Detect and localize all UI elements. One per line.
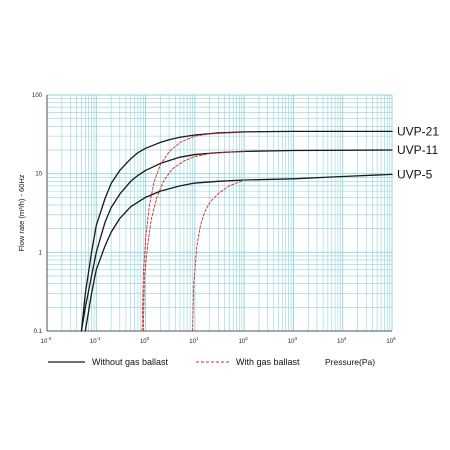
x-axis-title: Pressure(Pa) [325, 357, 375, 367]
x-tick-label: 105 [386, 336, 396, 345]
grid [46, 94, 393, 332]
series-labels: UVP-21 UVP-11 UVP-5 [397, 124, 439, 181]
series-line-dashed [192, 179, 245, 332]
series-line-solid [80, 130, 393, 332]
legend-solid-label: Without gas ballast [92, 357, 169, 367]
series-lines [80, 130, 393, 332]
y-tick-label: 100 [32, 93, 43, 99]
y-axis-title: Flow rate (m³/h) - 60Hz [17, 174, 26, 251]
x-tick-label: 103 [288, 336, 298, 345]
x-tick-label: 10-2 [41, 336, 52, 345]
legend-dashed-label: With gas ballast [236, 357, 300, 367]
x-tick-label: 10-1 [90, 336, 101, 345]
x-tick-label: 101 [189, 336, 199, 345]
y-tick-label: 0.1 [34, 329, 43, 335]
y-tick-label: 1 [39, 250, 43, 256]
series-line-dashed [142, 151, 245, 332]
series-line-solid [84, 173, 393, 332]
x-tick-label: 100 [140, 336, 150, 345]
x-tick-label: 104 [337, 336, 347, 345]
legend: Without gas ballast With gas ballast [48, 357, 300, 367]
series-label: UVP-21 [397, 124, 439, 138]
x-tick-label: 102 [239, 336, 249, 345]
series-label: UVP-11 [397, 143, 438, 157]
series-label: UVP-5 [397, 167, 433, 181]
y-tick-label: 10 [35, 172, 42, 178]
series-line-dashed [141, 131, 245, 332]
